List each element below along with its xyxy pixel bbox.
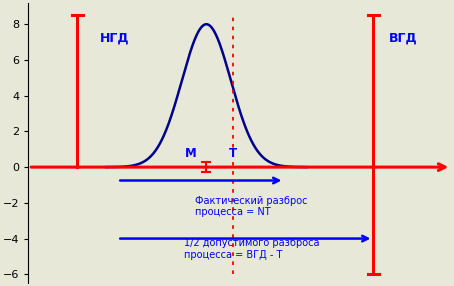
Text: 1/2 допустимого разброса
процесса = ВГД - T: 1/2 допустимого разброса процесса = ВГД … <box>184 239 320 260</box>
Text: M: M <box>185 147 197 160</box>
Text: Фактический разброс
процесса = NT: Фактический разброс процесса = NT <box>195 196 308 217</box>
Text: ВГД: ВГД <box>389 32 418 45</box>
Text: T: T <box>229 147 237 160</box>
Text: НГД: НГД <box>99 32 129 45</box>
